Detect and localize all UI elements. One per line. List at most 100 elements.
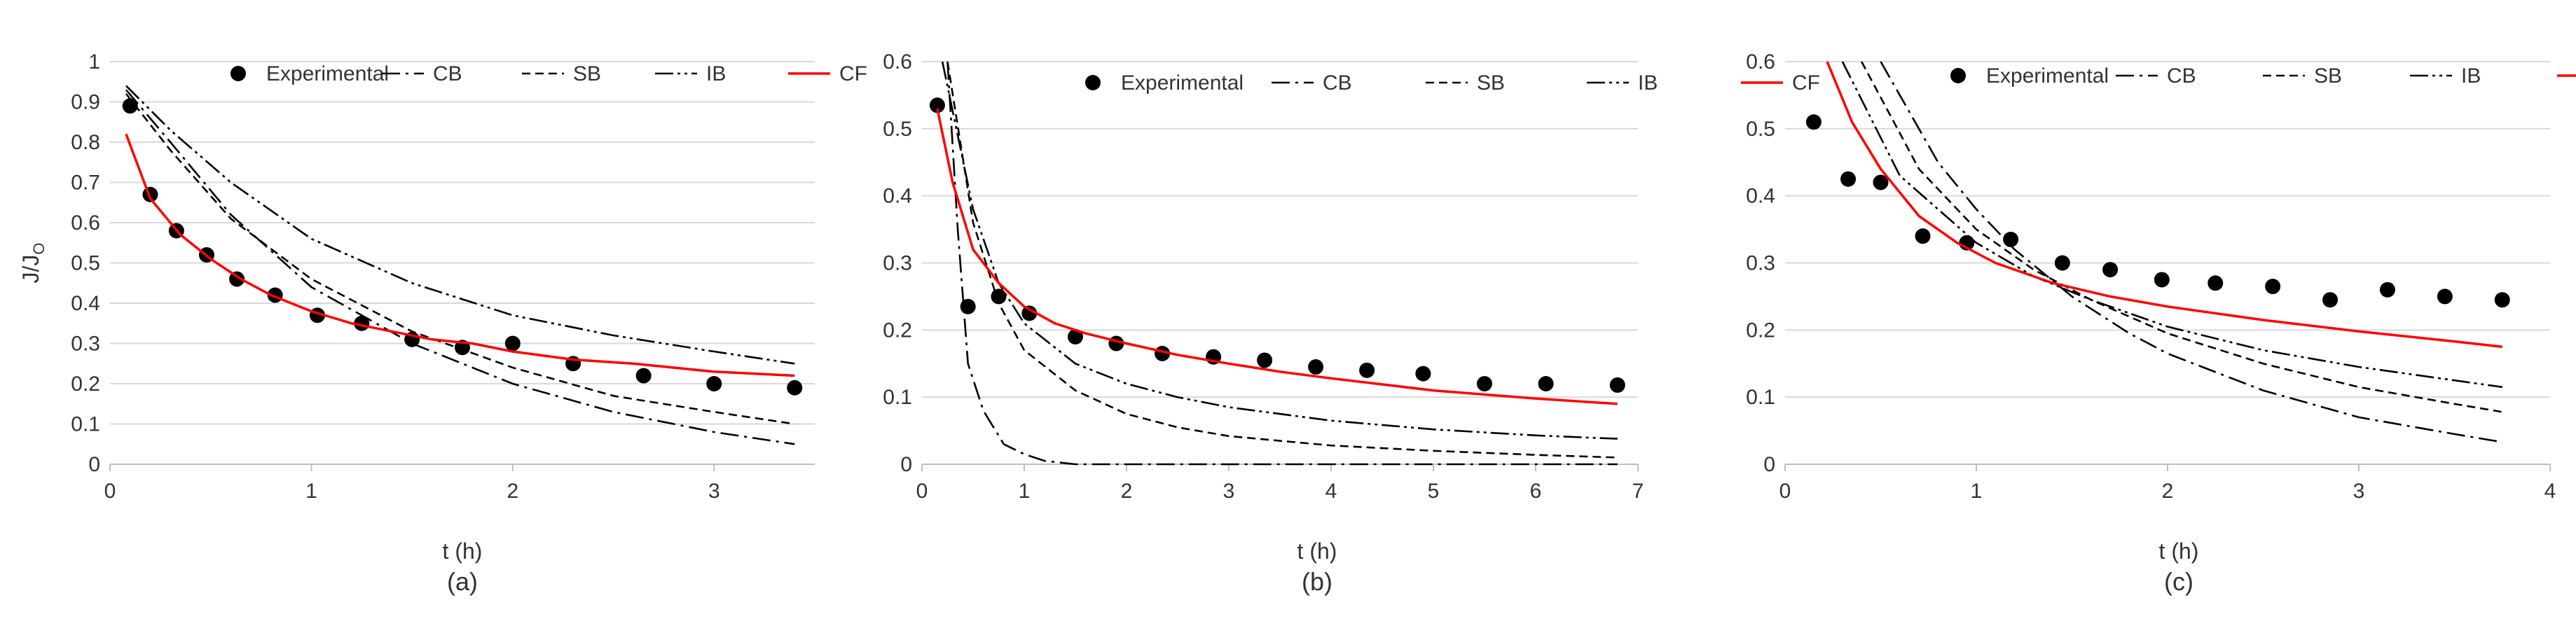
- y-tick-label: 0.1: [1746, 386, 1775, 409]
- x-tick-label: 2: [507, 480, 519, 503]
- experimental-point: [1538, 376, 1554, 391]
- x-tick-label: 6: [1530, 480, 1542, 503]
- legend-label-cb: CB: [433, 62, 462, 85]
- legend-label-sb: SB: [573, 62, 601, 85]
- y-tick-label: 0.4: [71, 292, 100, 315]
- experimental-point: [1477, 376, 1492, 391]
- y-tick-label: 1: [88, 50, 100, 74]
- y-tick-label: 0.1: [71, 413, 100, 436]
- y-tick-label: 0.2: [883, 319, 912, 342]
- y-tick-label: 0.2: [1746, 319, 1775, 342]
- experimental-point: [2003, 231, 2019, 247]
- experimental-point: [2102, 262, 2119, 278]
- y-tick-label: 0.4: [1746, 185, 1775, 208]
- experimental-point: [1415, 366, 1431, 382]
- x-tick-label: 3: [1223, 480, 1235, 503]
- y-tick-label: 0.3: [883, 252, 912, 275]
- cb-model-line: [946, 61, 1618, 466]
- x-tick-label: 0: [916, 480, 928, 503]
- x-tick-label: 3: [2353, 480, 2365, 503]
- experimental-point: [2437, 288, 2453, 305]
- experimental-point: [635, 368, 652, 384]
- legend-label-cb: CB: [2167, 64, 2196, 88]
- y-tick-label: 0.4: [883, 185, 912, 208]
- legend-marker-experimental: [230, 66, 246, 81]
- y-tick-label: 0: [1763, 453, 1775, 476]
- panel-label: (c): [2164, 567, 2193, 596]
- y-tick-label: 0.2: [71, 373, 100, 396]
- cb-model-line: [125, 89, 795, 445]
- x-axis-label: t (h): [443, 538, 483, 564]
- x-tick-label: 2: [2162, 480, 2174, 503]
- experimental-point: [2054, 255, 2070, 271]
- legend-label-sb: SB: [1477, 71, 1505, 95]
- experimental-point: [2265, 279, 2281, 295]
- sb-model-line: [1861, 61, 2503, 413]
- y-tick-label: 0: [88, 453, 100, 476]
- experimental-point: [1609, 377, 1625, 393]
- sb-model-line: [946, 61, 1618, 459]
- y-tick-label: 0.9: [71, 91, 100, 114]
- y-tick-label: 0.6: [71, 211, 100, 235]
- experimental-point: [2207, 275, 2224, 291]
- legend-label-cf: CF: [1792, 71, 1820, 95]
- panel-label: (b): [1302, 567, 1332, 596]
- legend-label-experimental: Experimental: [266, 62, 389, 85]
- cf-model-line: [1826, 61, 2502, 349]
- x-tick-label: 1: [305, 480, 317, 503]
- y-tick-label: 0.5: [71, 252, 100, 275]
- y-tick-label: 0.3: [71, 333, 100, 356]
- experimental-point: [2154, 272, 2170, 288]
- x-tick-label: 7: [1632, 480, 1644, 503]
- legend-label-sb: SB: [2314, 64, 2342, 88]
- x-tick-label: 5: [1428, 480, 1440, 503]
- chart-panel-a: 0 0.1 0.2 0.3 0.4 0.5 0.6 0.7 0.8 0.9 1 0 1 2 3 t (h) (a…: [18, 50, 867, 596]
- experimental-point: [1068, 328, 1083, 345]
- legend-marker-experimental: [1950, 68, 1966, 83]
- experimental-point: [1873, 174, 1889, 190]
- x-tick-label: 1: [1971, 480, 1983, 503]
- x-axis-label: t (h): [2159, 538, 2199, 564]
- experimental-point: [1257, 352, 1273, 368]
- experimental-point: [504, 335, 521, 352]
- chart-panel-c: 0 0.1 0.2 0.3 0.4 0.5 0.6 0 1 2 3 4 t (h) (c) Experime…: [1746, 50, 2576, 596]
- x-tick-label: 2: [1121, 480, 1133, 503]
- experimental-point: [991, 288, 1007, 305]
- legend-label-cf: CF: [839, 62, 867, 85]
- x-tick-label: 4: [2544, 480, 2556, 503]
- y-tick-label: 0: [900, 453, 912, 476]
- legend-label-ib: IB: [1638, 71, 1658, 95]
- y-tick-label: 0.8: [71, 131, 100, 154]
- y-tick-label: 0.3: [1746, 252, 1775, 275]
- x-tick-label: 1: [1019, 480, 1031, 503]
- legend: Experimental CB SB IB CF: [1085, 71, 1820, 95]
- legend-label-cb: CB: [1323, 71, 1352, 95]
- ib-model-line: [1841, 61, 2502, 389]
- experimental-point: [1840, 171, 1857, 187]
- cb-model-line: [1880, 61, 2503, 443]
- experimental-point: [929, 97, 945, 113]
- legend-label-ib: IB: [2461, 64, 2481, 88]
- legend-label-experimental: Experimental: [1986, 64, 2109, 88]
- x-tick-label: 4: [1325, 480, 1337, 503]
- y-tick-label: 0.1: [883, 386, 912, 409]
- experimental-point: [2322, 292, 2339, 308]
- cf-model-line: [125, 133, 795, 377]
- chart-panel-b: 0 0.1 0.2 0.3 0.4 0.5 0.6 0 1 2 3 4 5 6 7 t (h) (b) Exper…: [883, 50, 1820, 596]
- y-tick-label: 0.6: [883, 50, 912, 74]
- experimental-point: [1021, 305, 1038, 321]
- panel-label: (a): [447, 567, 478, 596]
- experimental-point: [122, 98, 138, 114]
- experimental-point: [1308, 359, 1324, 375]
- experimental-point: [706, 376, 722, 391]
- x-tick-label: 0: [104, 480, 116, 503]
- experimental-point: [787, 380, 803, 396]
- x-tick-label: 3: [708, 480, 720, 503]
- experimental-point: [2379, 281, 2395, 298]
- legend-label-experimental: Experimental: [1121, 71, 1244, 95]
- experimental-point: [1359, 362, 1375, 378]
- y-tick-label: 0.5: [883, 118, 912, 141]
